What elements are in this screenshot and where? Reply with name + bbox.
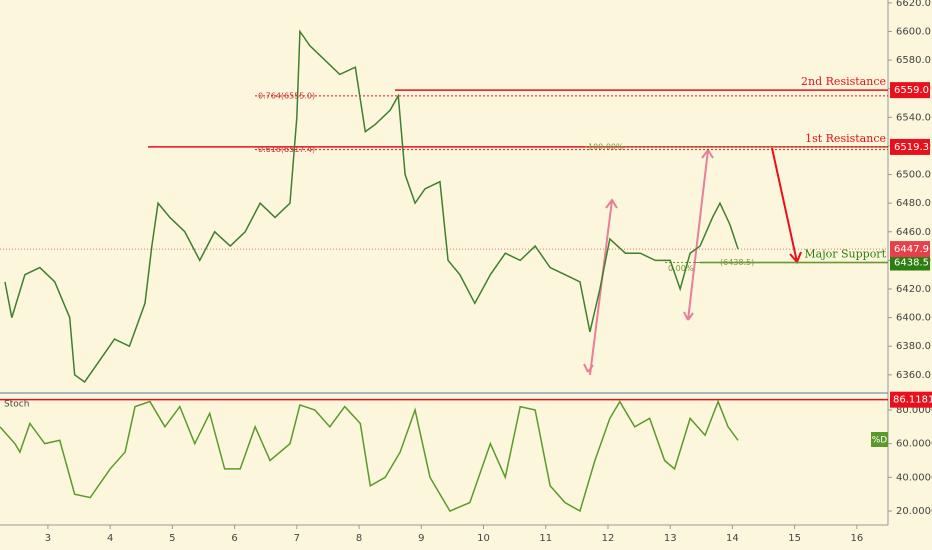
fib-label: 100.00%: [588, 142, 624, 151]
price-tag: [890, 391, 932, 408]
fib-label: 0.618(6517.4): [258, 145, 315, 154]
price-tag-label: 6519.3: [894, 142, 929, 153]
y-tick-label: 6540.0: [896, 112, 931, 123]
x-tick-label: 6: [231, 533, 237, 544]
price-tag: [890, 254, 930, 271]
y-tick-label: 6360.0: [896, 370, 931, 381]
x-tick-label: 9: [418, 533, 424, 544]
legend-label: %D: [872, 436, 888, 446]
pane-title: Stoch: [4, 400, 29, 410]
y-tick-label: 6460.0: [896, 227, 931, 238]
x-tick-label: 15: [788, 533, 801, 544]
y-tick-label: 6620.0: [896, 0, 931, 9]
y-tick-label: 20.0000: [896, 506, 932, 517]
x-tick-label: 5: [169, 533, 175, 544]
x-tick-label: 14: [726, 533, 739, 544]
y-tick-label: 6600.0: [896, 26, 931, 37]
x-tick-label: 13: [664, 533, 677, 544]
x-tick-label: 3: [45, 533, 51, 544]
y-tick-label: 40.0000: [896, 472, 932, 483]
price-tag: [890, 241, 930, 258]
x-tick-label: 4: [107, 533, 113, 544]
data-line: [0, 399, 739, 513]
x-tick-label: 10: [477, 533, 490, 544]
x-tick-label: 8: [356, 533, 362, 544]
price-tag-label: 6438.5: [894, 258, 929, 269]
y-tick-label: 6400.0: [896, 313, 931, 324]
x-tick-label: 11: [539, 533, 552, 544]
y-tick-label: 60.0000: [896, 439, 932, 450]
y-tick-label: 6500.0: [896, 170, 931, 181]
price-tag-label: 6559.0: [894, 85, 929, 96]
y-tick-label: 6580.0: [896, 55, 931, 66]
level-name: 2nd Resistance: [801, 75, 886, 88]
price-tag: [890, 138, 930, 155]
price-tag: [890, 82, 930, 99]
x-tick-label: 16: [851, 533, 864, 544]
x-tick-label: 12: [602, 533, 615, 544]
y-tick-label: 80.0000: [896, 405, 932, 416]
level-name: 1st Resistance: [805, 132, 886, 145]
legend-tag: [871, 432, 888, 447]
fib-label: 0.764(6555.0): [258, 91, 315, 100]
fib-label: (6438.5): [720, 258, 754, 267]
price-tag-label: 6447.9: [894, 244, 929, 255]
level-name: Major Support: [804, 248, 886, 261]
price-tag-label: 86.1181: [893, 395, 932, 406]
x-tick-label: 7: [294, 533, 300, 544]
data-line: [4, 29, 739, 384]
y-tick-label: 6420.0: [896, 284, 931, 295]
y-tick-label: 6380.0: [896, 341, 931, 352]
fib-label: 0.00%: [668, 264, 694, 273]
y-tick-label: 6480.0: [896, 198, 931, 209]
